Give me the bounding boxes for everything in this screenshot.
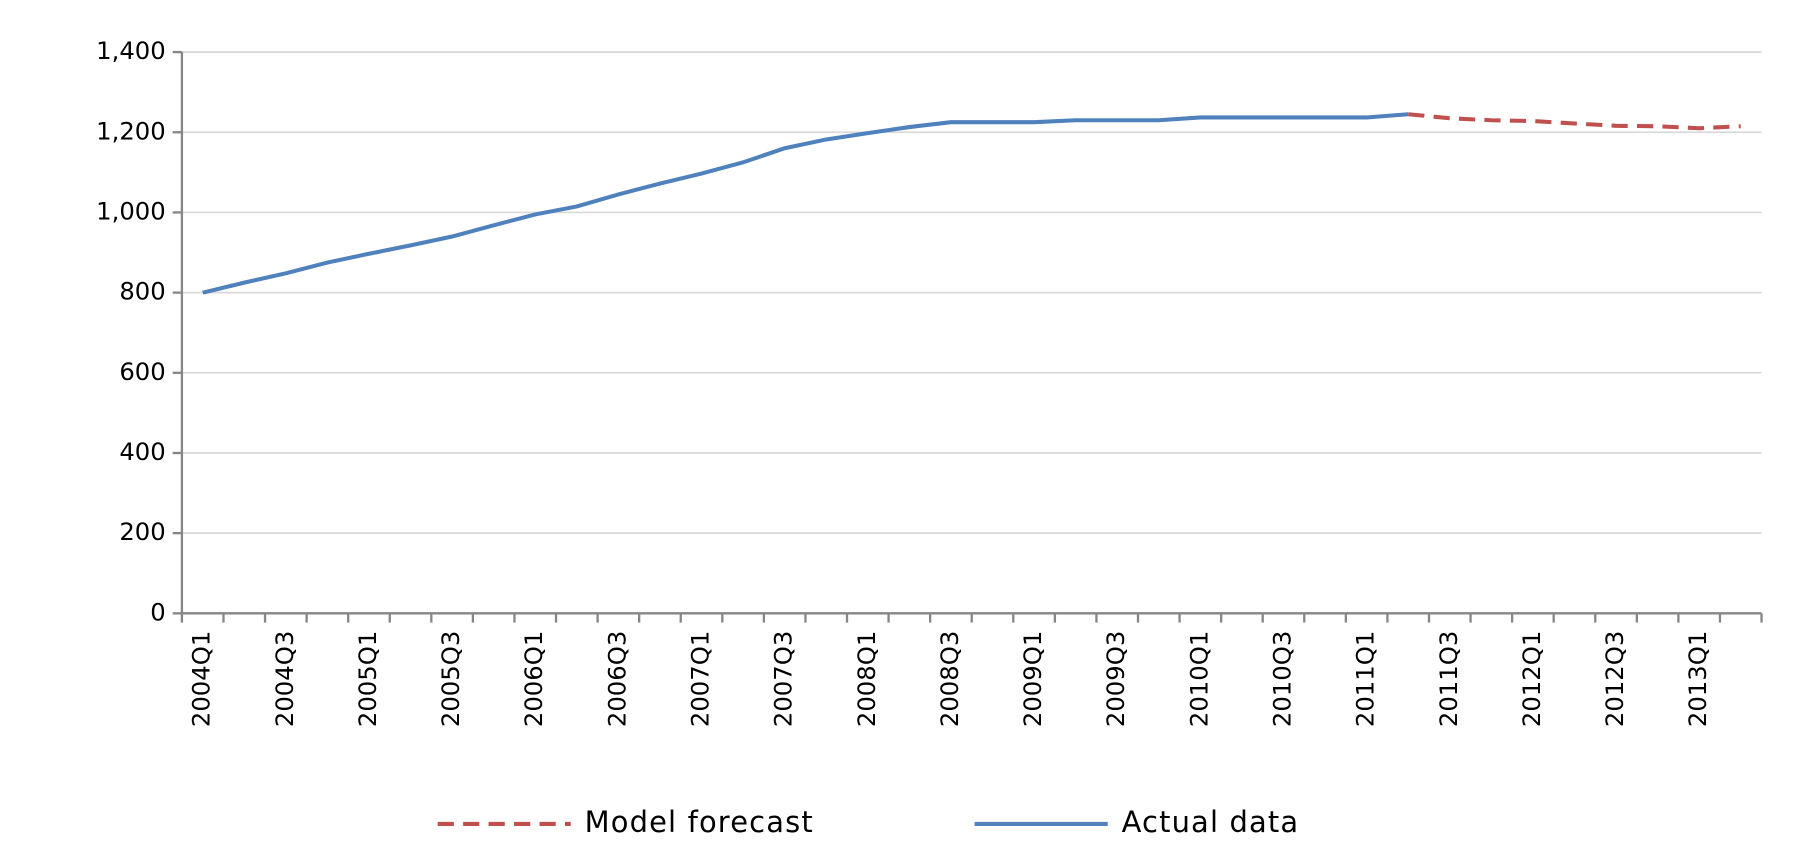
x-tick-label: 2005Q1 — [353, 631, 382, 727]
x-tick-label: 2004Q3 — [270, 631, 299, 727]
x-tick-label: 2010Q1 — [1184, 631, 1213, 727]
x-tick-label: 2008Q1 — [852, 631, 881, 727]
x-tick-label: 2010Q3 — [1267, 631, 1296, 727]
legend-label: Actual data — [1122, 805, 1300, 839]
x-tick-label: 2009Q3 — [1101, 631, 1130, 727]
series-line — [202, 112, 1409, 295]
y-tick-label: 1,200 — [96, 116, 166, 145]
y-tick-label: 1,000 — [96, 196, 166, 225]
x-tick-label: 2009Q1 — [1018, 631, 1047, 727]
x-tick-label: 2007Q1 — [686, 631, 715, 727]
y-tick-label: 0 — [150, 597, 165, 626]
x-tick-label: 2011Q1 — [1351, 631, 1380, 727]
x-tick-label: 2012Q3 — [1600, 631, 1629, 727]
y-tick-label: 400 — [119, 437, 165, 466]
y-tick-label: 200 — [119, 517, 165, 546]
x-tick-label: 2008Q3 — [935, 631, 964, 727]
legend-label: Model forecast — [585, 805, 814, 839]
series-line — [1408, 112, 1741, 131]
x-tick-label: 2011Q3 — [1434, 631, 1463, 727]
x-tick-label: 2005Q3 — [436, 631, 465, 727]
x-tick-label: 2006Q3 — [602, 631, 631, 727]
x-tick-label: 2004Q1 — [187, 631, 216, 727]
y-tick-label: 800 — [119, 277, 165, 306]
x-tick-label: 2013Q1 — [1683, 631, 1712, 727]
y-tick-label: 1,400 — [96, 36, 166, 65]
x-tick-label: 2007Q3 — [769, 631, 798, 727]
x-tick-label: 2006Q1 — [519, 631, 548, 727]
y-tick-label: 600 — [119, 357, 165, 386]
x-tick-label: 2012Q1 — [1517, 631, 1546, 727]
